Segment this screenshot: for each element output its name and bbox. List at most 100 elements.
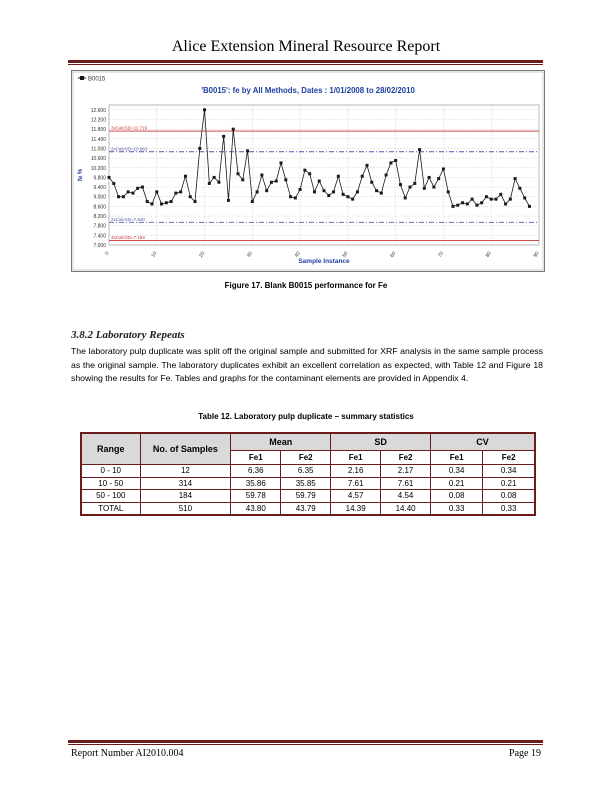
data-point (308, 172, 312, 176)
chart-title: 'B0015': fe by All Methods, Dates : 1/01… (201, 86, 415, 95)
cell-sd-fe2: 4.54 (380, 489, 432, 503)
cell-samples: 510 (139, 501, 232, 516)
data-point (499, 192, 503, 196)
cell-samples: 184 (139, 489, 232, 503)
data-point (375, 189, 379, 193)
header-sd: SD (330, 432, 432, 451)
header-samples: No. of Samples (139, 432, 232, 465)
data-point (183, 174, 187, 178)
y-tick-label: 7.000 (93, 243, 106, 249)
y-tick-label: 12.200 (91, 117, 107, 123)
data-point (427, 175, 431, 179)
data-point (346, 195, 350, 199)
data-point (131, 191, 135, 195)
reference-line-label: 3xCalcSD=7.184 (111, 235, 145, 240)
header-range: Range (80, 432, 141, 465)
data-point (312, 190, 316, 194)
data-point (303, 168, 307, 172)
y-tick-label: 10.200 (91, 166, 107, 172)
data-point (179, 190, 183, 194)
page-header-title: Alice Extension Mineral Resource Report (171, 38, 441, 55)
series-points (107, 108, 531, 208)
reference-line-label: 3xCalcSD=11.719 (111, 126, 148, 131)
y-axis-label: fe % (78, 168, 84, 181)
header-cv: CV (430, 432, 536, 451)
cell-sd-fe2: 7.61 (380, 476, 432, 490)
data-point (112, 181, 116, 185)
data-point (193, 200, 197, 204)
cell-mean-fe2: 6.35 (280, 464, 332, 478)
data-point (379, 191, 383, 195)
data-point (250, 200, 254, 204)
data-point (136, 186, 140, 190)
data-point (169, 200, 173, 204)
data-point (413, 181, 417, 185)
data-point (398, 183, 402, 187)
data-point (236, 172, 240, 176)
cell-mean-fe2: 35.85 (280, 476, 332, 490)
data-point (117, 195, 121, 199)
data-point (317, 179, 321, 183)
cell-range: TOTAL (80, 501, 141, 516)
data-point (365, 163, 369, 167)
cell-cv-fe1: 0.34 (430, 464, 484, 478)
cell-sd-fe1: 7.61 (330, 476, 382, 490)
table-row: 50 - 100 184 59.78 59.79 4.57 4.54 0.08 … (80, 489, 536, 503)
data-point (360, 174, 364, 178)
footer-page-number: Page 19 (509, 748, 541, 759)
data-point (265, 189, 269, 193)
data-point (513, 177, 517, 181)
data-point (174, 191, 178, 195)
subheader-sd-fe1: Fe1 (330, 450, 382, 465)
cell-sd-fe2: 14.40 (380, 501, 432, 516)
data-point (461, 201, 465, 205)
table-row: 0 - 10 12 6.36 6.35 2.16 2.17 0.34 0.34 (80, 464, 536, 478)
summary-statistics-table: Range No. of Samples Mean SD CV Fe1 Fe2 … (80, 432, 536, 516)
data-point (508, 197, 512, 201)
data-point (160, 202, 164, 206)
x-tick-label: 90 (533, 251, 541, 259)
data-point (370, 180, 374, 184)
data-point (408, 185, 412, 189)
plot-area (108, 104, 540, 246)
y-tick-label: 9.400 (93, 185, 106, 191)
data-point (260, 173, 264, 177)
y-tick-label: 7.400 (93, 233, 106, 239)
data-point (198, 146, 202, 150)
data-point (341, 192, 345, 196)
data-point (322, 189, 326, 193)
x-tick-label: 60 (389, 251, 397, 259)
cell-mean-fe2: 59.79 (280, 489, 332, 503)
subheader-cv-fe2: Fe2 (482, 450, 536, 465)
data-point (484, 195, 488, 199)
cell-sd-fe2: 2.17 (380, 464, 432, 478)
y-tick-label: 10.600 (91, 156, 107, 162)
section-heading: 3.8.2 Laboratory Repeats (71, 329, 185, 341)
cell-cv-fe1: 0.21 (430, 476, 484, 490)
cell-cv-fe2: 0.21 (482, 476, 536, 490)
data-point (284, 178, 288, 182)
cell-mean-fe1: 35.86 (230, 476, 282, 490)
section-paragraph: The laboratory pulp duplicate was split … (71, 346, 543, 384)
data-point (279, 161, 283, 165)
data-point (523, 196, 527, 200)
x-tick-label: 50 (341, 251, 349, 259)
data-point (332, 190, 336, 194)
y-tick-label: 11.400 (91, 137, 106, 143)
header-mean: Mean (230, 432, 332, 451)
cell-cv-fe2: 0.34 (482, 464, 536, 478)
data-point (451, 204, 455, 208)
data-point (489, 197, 493, 201)
data-point (269, 180, 273, 184)
x-tick-label: 30 (246, 251, 254, 259)
data-point (394, 159, 398, 163)
y-tick-label: 7.800 (93, 224, 106, 230)
data-point (226, 198, 230, 202)
data-point (126, 190, 130, 194)
data-point (289, 195, 293, 199)
cell-range: 0 - 10 (80, 464, 141, 478)
data-point (351, 197, 355, 201)
data-point (241, 178, 245, 182)
subheader-sd-fe2: Fe2 (380, 450, 432, 465)
cell-sd-fe1: 4.57 (330, 489, 382, 503)
